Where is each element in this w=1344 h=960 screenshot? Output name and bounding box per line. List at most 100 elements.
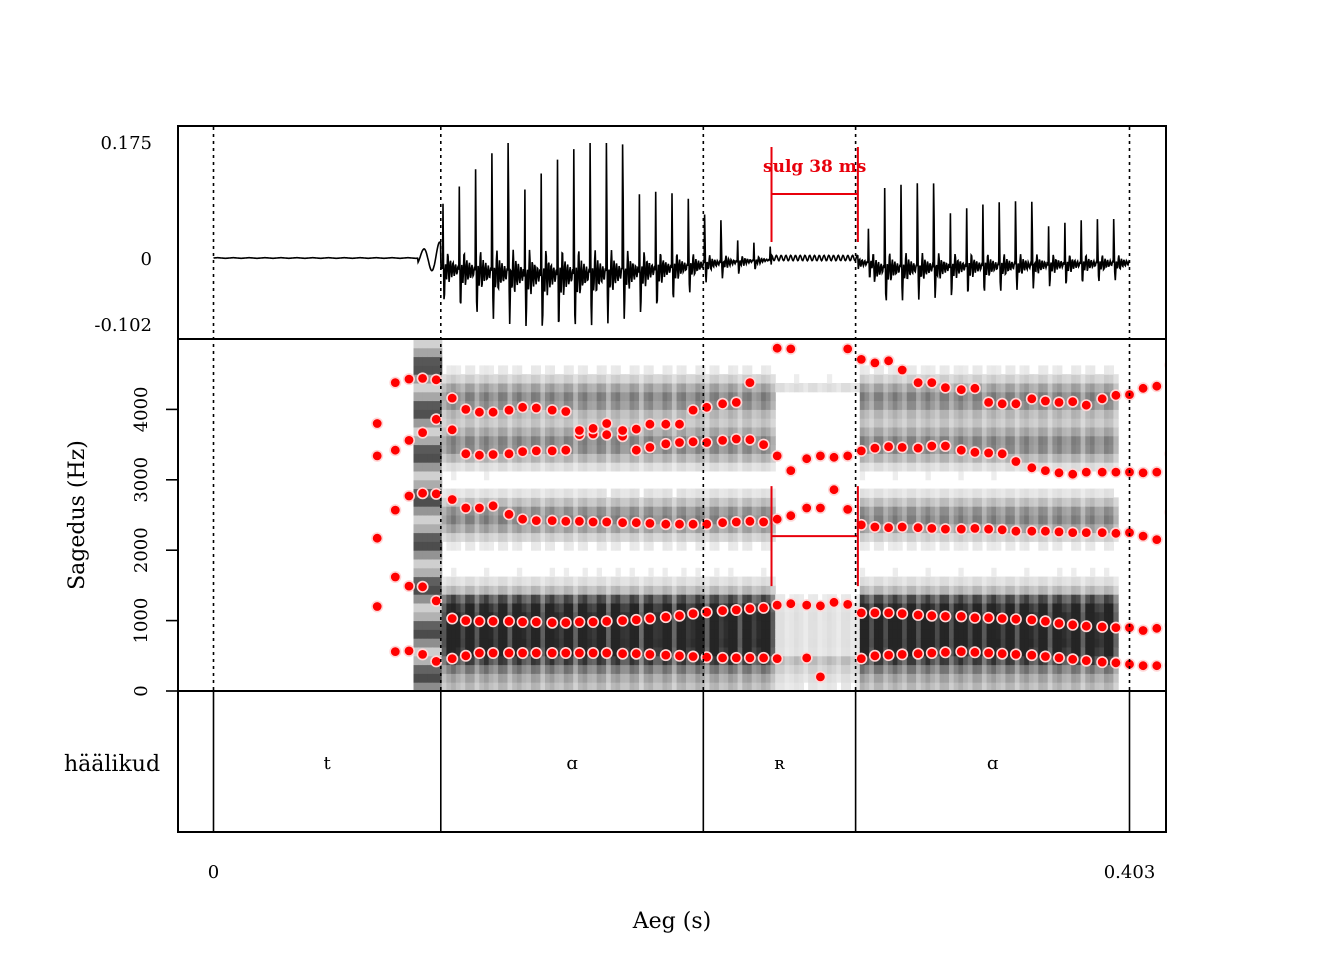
spectrogram-cell [939,418,945,428]
spectrogram-cell [498,576,504,586]
spectrogram-cell [770,576,776,586]
spectrogram-cell [765,532,772,542]
spectrogram-cell [634,435,640,446]
spectrogram-cell [751,488,757,498]
spectrogram-cell [540,462,546,472]
spectrogram-cell [657,488,664,498]
spectrogram-cell [676,576,682,586]
spectrogram-cell [949,576,955,586]
spectrogram-cell [1075,383,1082,393]
spectrogram-cell [925,567,931,578]
spectrogram-cell [996,541,1002,551]
formant-point [1096,526,1109,539]
spectrogram-cell [916,488,922,498]
formant-point [1039,525,1052,538]
spectrogram-cell [596,647,602,657]
spectrogram-cell [1057,488,1063,498]
spectrogram-cell [512,444,518,454]
spectrogram-cell [930,365,936,375]
spectrogram-cell [662,409,668,419]
spectrogram-cell [761,682,767,691]
spectrogram-cell [596,497,602,507]
spectrogram-cell [620,673,626,683]
formant-point [673,609,686,622]
spectrogram-cell [704,576,711,586]
spectrogram-cell [789,620,795,630]
spectrogram-cell [939,682,945,691]
spectrogram-cell [963,409,969,419]
spectrogram-cell [1066,664,1072,674]
spectrogram-cell [643,594,649,604]
spectrogram-cell [502,418,509,428]
spectrogram-cell [455,435,462,446]
spectrogram-cell [1043,638,1049,648]
spectrogram-cell [686,383,692,393]
spectrogram-cell [836,655,842,666]
spectrogram-cell [963,427,969,437]
spectrogram-cell [770,409,776,419]
spectrogram-cell [545,427,551,437]
spectrogram-cell [1024,409,1030,419]
spectrogram-cell [1052,611,1058,622]
spectrogram-cell [845,655,851,666]
spectrogram-cell [657,400,664,410]
spectrogram-cell [422,603,429,613]
spectrogram-cell [498,462,504,472]
spectrogram-cell [1061,515,1068,525]
spectrogram-cell [732,418,739,428]
spectrogram-cell [925,435,931,446]
spectrogram-cell [432,453,438,463]
spectrogram-cell [794,603,800,613]
spectrogram-cell [1000,497,1006,507]
spectrogram-cell [545,523,551,534]
spectrogram-cell [1080,444,1086,454]
spectrogram-cell [944,515,950,525]
spectrogram-cell [535,488,541,498]
spectrogram-cell [732,444,739,454]
spectrogram-cell [624,611,631,622]
spectrogram-cell [540,497,546,507]
spectrogram-cell [751,638,757,648]
spectrogram-cell [873,506,880,516]
spectrogram-cell [883,427,889,437]
spectrogram-cell [582,444,588,454]
spectrogram-cell [653,515,659,525]
spectrogram-cell [488,541,494,551]
spectrogram-cell [601,444,607,454]
spectrogram-cell [949,462,955,472]
spectrogram-cell [1038,638,1044,648]
spectrogram-cell [512,673,518,683]
spectrogram-cell [624,585,631,595]
spectrogram-cell [653,462,659,472]
spectrogram-cell [723,409,729,419]
spectrogram-cell [1000,664,1006,674]
spectrogram-cell [676,391,682,402]
spectrogram-cell [418,471,424,481]
spectrogram-cell [1104,427,1110,437]
spectrogram-cell [1108,629,1114,639]
spectrogram-cell [953,462,959,472]
spectrogram-cell [1010,462,1016,472]
spectrogram-cell [427,347,433,358]
spectrogram-cell [549,611,555,622]
spectrogram-cell [916,391,922,402]
spectrogram-cell [432,427,438,437]
spectrogram-cell [737,611,743,622]
formant-point [1025,461,1038,474]
spectrogram-cell [596,532,602,542]
spectrogram-cell [841,664,847,674]
spectrogram-cell [878,523,884,534]
spectrogram-cell [1066,453,1072,463]
spectrogram-cell [934,655,941,666]
spectrogram-cell [1094,515,1100,525]
spectrogram-cell [1052,576,1058,586]
spectrogram-cell [751,383,757,393]
spectrogram-cell [897,585,903,595]
spectrogram-cell [695,629,701,639]
spectrogram-cell [545,462,551,472]
spectrogram-cell [573,576,579,586]
spectrogram-cell [667,576,673,586]
spectrogram-cell [883,515,889,525]
spectrogram-cell [587,638,593,648]
spectrogram-cell [1057,673,1063,683]
